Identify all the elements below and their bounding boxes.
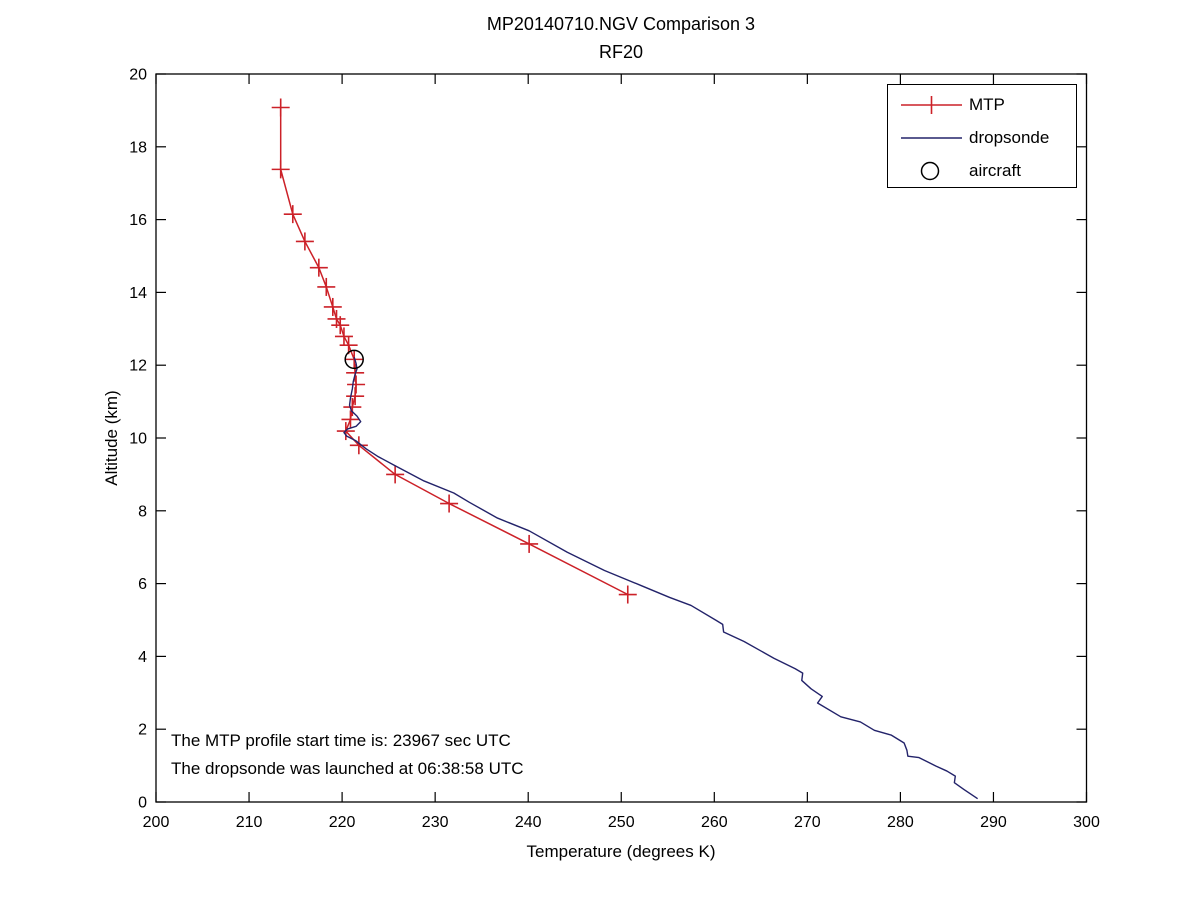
x-tick-label: 260 bbox=[701, 814, 728, 831]
x-axis-ticks: 200 210 220 230 240 250 260 270 280 290 300 bbox=[143, 74, 1100, 831]
legend-item-mtp: MTP bbox=[888, 88, 1076, 121]
chart-title: MP20140710.NGV Comparison 3 bbox=[486, 14, 756, 34]
x-tick-label: 210 bbox=[236, 814, 263, 831]
MTP-line bbox=[279, 107, 629, 596]
x-tick-label: 300 bbox=[1073, 814, 1100, 831]
chart-title-block: MP20140710.NGV Comparison 3 RF20 bbox=[156, 10, 1086, 66]
aircraft-marker bbox=[344, 349, 364, 370]
legend-label-aircraft: aircraft bbox=[969, 160, 1021, 180]
y-tick-label: 6 bbox=[138, 576, 147, 593]
y-tick-label: 20 bbox=[129, 67, 147, 84]
annotation-block: The MTP profile start time is: 23967 sec… bbox=[171, 727, 524, 783]
annotation-mtp-start-time: The MTP profile start time is: 23967 sec… bbox=[171, 731, 511, 750]
dropsonde-line bbox=[343, 356, 979, 800]
legend-box: MTP dropsonde aircraft bbox=[887, 84, 1077, 188]
y-tick-label: 8 bbox=[138, 503, 147, 520]
mtp-plus-line-icon bbox=[901, 95, 962, 114]
MTP-plus-markers bbox=[271, 98, 637, 604]
y-tick-label: 2 bbox=[138, 722, 147, 739]
y-tick-label: 18 bbox=[129, 139, 147, 156]
y-tick-label: 16 bbox=[129, 212, 147, 229]
y-axis-ticks: 0 2 4 6 8 10 12 14 16 18 20 bbox=[129, 67, 1087, 812]
x-tick-label: 290 bbox=[980, 814, 1007, 831]
dropsonde-line-icon bbox=[901, 136, 962, 139]
x-tick-label: 270 bbox=[794, 814, 821, 831]
x-tick-label: 280 bbox=[887, 814, 914, 831]
y-tick-label: 0 bbox=[138, 795, 147, 812]
y-axis-label: Altitude (km) bbox=[102, 390, 121, 486]
y-tick-label: 12 bbox=[129, 358, 147, 375]
y-tick-label: 14 bbox=[129, 285, 147, 302]
x-tick-label: 220 bbox=[329, 814, 356, 831]
x-tick-label: 250 bbox=[608, 814, 635, 831]
y-tick-label: 10 bbox=[129, 431, 147, 448]
y-tick-label: 4 bbox=[138, 649, 147, 666]
legend-label-dropsonde: dropsonde bbox=[969, 127, 1050, 147]
x-tick-label: 200 bbox=[143, 814, 170, 831]
x-tick-label: 240 bbox=[515, 814, 542, 831]
aircraft-circle-icon bbox=[920, 161, 940, 180]
legend-label-mtp: MTP bbox=[969, 94, 1005, 114]
chart-subtitle: RF20 bbox=[598, 42, 643, 62]
x-tick-label: 230 bbox=[422, 814, 449, 831]
annotation-dropsonde-launch: The dropsonde was launched at 06:38:58 U… bbox=[171, 759, 524, 778]
legend-item-dropsonde: dropsonde bbox=[888, 121, 1076, 154]
x-axis-label: Temperature (degrees K) bbox=[526, 842, 716, 861]
legend-item-aircraft: aircraft bbox=[888, 154, 1076, 187]
